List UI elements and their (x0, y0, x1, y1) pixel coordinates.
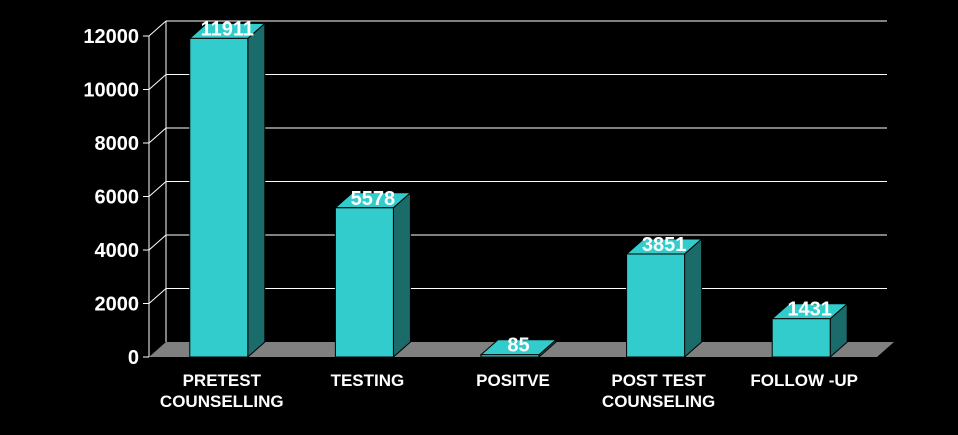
y-tick-label: 0 (128, 347, 139, 369)
bar-side (247, 22, 266, 359)
y-tick-label: 2000 (95, 294, 140, 316)
bar (771, 318, 831, 358)
data-label: 85 (507, 335, 529, 357)
y-tick-label: 8000 (95, 133, 140, 155)
bar-side (684, 237, 703, 359)
x-axis-labels: PRETEST COUNSELLING TESTING POSITVE POST TES… (160, 371, 858, 411)
y-tick-label: 4000 (95, 240, 140, 262)
gridline-depth (148, 234, 167, 251)
gridline-depth (148, 288, 167, 304)
y-axis: 0 2000 4000 6000 8000 10000 12000 (83, 21, 167, 369)
gridline-depth (148, 74, 167, 90)
data-label: 11911 (201, 18, 254, 40)
x-tick-label: TESTING (331, 371, 405, 390)
x-tick-label: POST TEST (611, 371, 706, 390)
y-tick-label: 10000 (83, 80, 139, 102)
bar (189, 37, 249, 358)
x-tick-label: POSITVE (476, 371, 550, 390)
bars (188, 22, 849, 359)
data-label: 3851 (642, 234, 687, 256)
bar (626, 253, 686, 358)
x-tick-label: COUNSELLING (160, 392, 284, 411)
x-tick-label: PRETEST (183, 371, 262, 390)
value-labels: 11911 5578 85 3851 1431 (201, 18, 832, 356)
bar (480, 354, 540, 358)
x-tick-label: FOLLOW -UP (750, 371, 858, 390)
x-tick-label: COUNSELING (602, 392, 715, 411)
data-label: 5578 (351, 188, 396, 210)
gridlines (148, 20, 887, 304)
bar-side (392, 191, 411, 359)
bar (334, 207, 394, 358)
y-tick-label: 6000 (95, 187, 140, 209)
gridline-depth (148, 127, 167, 144)
y-tick-label: 12000 (83, 26, 139, 48)
data-label: 1431 (787, 299, 832, 321)
gridline-depth (148, 181, 167, 197)
gridline-depth (148, 20, 167, 37)
